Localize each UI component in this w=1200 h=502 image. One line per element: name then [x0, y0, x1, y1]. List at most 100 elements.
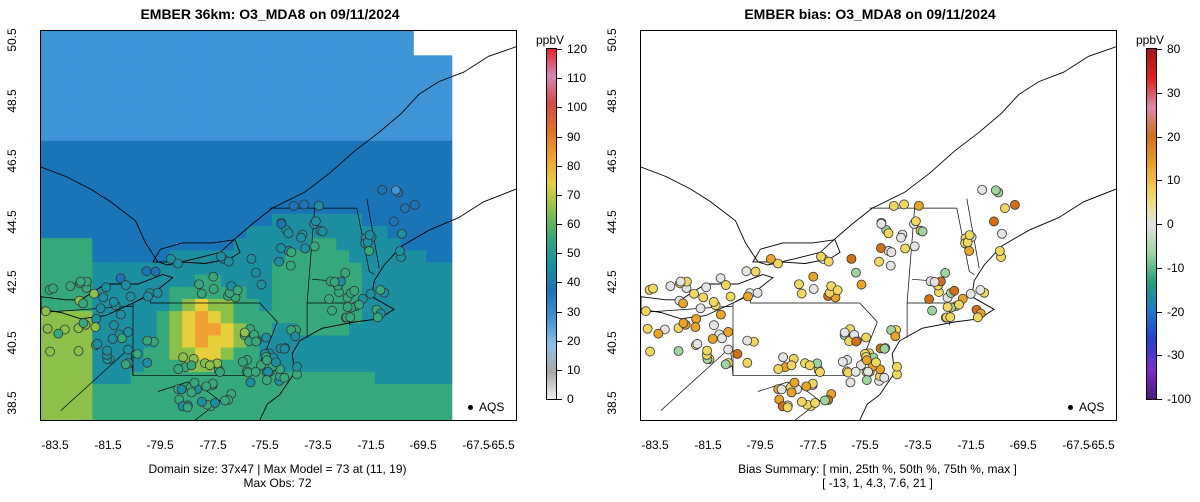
bias-site-marker	[924, 294, 934, 305]
model-grid-cell	[207, 298, 222, 312]
x-tick-label: -75.5	[851, 438, 879, 452]
model-grid-cell	[118, 261, 132, 275]
model-grid-cell	[92, 43, 106, 56]
model-grid-cell	[336, 116, 350, 129]
model-grid-cell	[426, 213, 440, 226]
model-grid-cell	[143, 407, 158, 420]
model-grid-cell	[323, 79, 337, 93]
model-grid-cell	[400, 261, 414, 275]
aqs-site-marker	[42, 323, 53, 334]
bias-site-marker	[708, 297, 719, 307]
bias-site-marker	[940, 267, 951, 278]
model-grid-cell	[182, 201, 196, 214]
model-grid-cell	[284, 31, 299, 44]
model-grid-cell	[207, 140, 222, 154]
x-tick-label: -81.5	[694, 438, 722, 452]
model-grid-cell	[426, 407, 440, 420]
aqs-site-marker	[394, 246, 405, 256]
bias-site-marker	[673, 346, 684, 356]
lake-ontario-outline	[152, 239, 241, 264]
bias-site-marker	[890, 331, 901, 342]
model-grid-cell	[156, 43, 170, 56]
model-grid-cell	[297, 116, 312, 129]
model-grid-cell	[143, 164, 158, 178]
model-grid-cell	[169, 31, 183, 44]
model-grid-cell	[426, 334, 440, 348]
colorbar-tick-mark	[1157, 180, 1162, 182]
model-grid-cell	[387, 286, 401, 299]
bias-site-marker	[879, 343, 890, 354]
model-grid-cell	[105, 152, 119, 166]
model-grid-cell	[92, 237, 106, 251]
model-grid-cell	[272, 31, 286, 44]
model-grid-cell	[310, 67, 324, 81]
model-grid-cell	[400, 347, 414, 360]
colorbar-tick-mark	[557, 369, 562, 371]
coastline-atlantic	[859, 188, 1116, 420]
model-grid-cell	[336, 213, 350, 226]
bias-site-marker	[964, 230, 975, 241]
model-grid-cell	[413, 55, 427, 68]
model-grid-cell	[220, 140, 235, 154]
model-grid-cell	[438, 322, 453, 336]
model-grid-cell	[387, 322, 401, 336]
model-grid-cell	[387, 164, 401, 178]
x-tick-label: -69.5	[1009, 438, 1037, 452]
model-grid-cell	[349, 237, 363, 251]
model-grid-cell	[323, 103, 337, 117]
model-grid-cell	[336, 43, 350, 56]
model-grid-cell	[41, 43, 55, 56]
bias-site-marker	[879, 372, 890, 383]
model-grid-cell	[118, 225, 132, 239]
model-grid-cell	[143, 310, 158, 324]
state-boundary	[906, 208, 915, 338]
aqs-site-marker	[232, 285, 243, 296]
model-grid-cell	[143, 152, 158, 166]
model-map-svg	[41, 31, 516, 420]
model-grid-cell	[143, 103, 158, 117]
model-grid-cell	[310, 189, 324, 202]
model-grid-cell	[41, 128, 55, 141]
model-grid-cell	[349, 164, 363, 178]
model-grid-cell	[118, 407, 132, 420]
model-grid-cell	[156, 371, 170, 385]
aqs-site-marker	[400, 203, 410, 214]
model-grid-cell	[259, 298, 273, 312]
model-grid-cell	[374, 395, 389, 409]
model-grid-cell	[118, 43, 132, 56]
model-grid-cell	[246, 79, 260, 93]
model-grid-cell	[169, 274, 183, 287]
model-grid-cell	[207, 225, 222, 239]
model-panel: EMBER 36km: O3_MDA8 on 09/11/2024 50.5 4…	[5, 6, 587, 490]
model-grid-cell	[41, 213, 55, 226]
model-grid-cell	[53, 395, 68, 409]
colorbar-tick-mark	[557, 49, 562, 50]
model-grid-cell	[297, 249, 312, 263]
model-grid-cell	[105, 164, 119, 178]
model-grid-cell	[169, 116, 183, 129]
model-grid-cell	[233, 201, 247, 214]
model-grid-cell	[413, 116, 427, 129]
model-grid-cell	[246, 128, 260, 141]
colorbar-tick-mark	[557, 165, 562, 167]
model-grid-cell	[195, 79, 209, 93]
model-grid-cell	[426, 140, 440, 154]
aqs-site-marker	[329, 277, 340, 287]
model-grid-cell	[130, 225, 145, 239]
model-grid-cell	[143, 225, 158, 239]
model-grid-cell	[66, 128, 81, 141]
model-grid-cell	[53, 225, 68, 239]
x-tick-label: -83.5	[641, 438, 669, 452]
model-footer-line1: Domain size: 37x47 | Max Model = 73 at (…	[148, 462, 407, 476]
model-grid-cell	[413, 91, 427, 105]
model-grid-cell	[246, 395, 260, 409]
model-grid-cell	[272, 55, 286, 68]
aqs-site-marker	[261, 332, 272, 343]
model-grid-cell	[53, 189, 68, 202]
model-grid-cell	[374, 274, 389, 287]
model-grid-cell	[53, 249, 68, 263]
model-grid-cell	[387, 347, 401, 360]
model-grid-cell	[400, 128, 414, 141]
model-grid-cell	[361, 31, 376, 44]
aqs-site-marker	[276, 243, 286, 253]
